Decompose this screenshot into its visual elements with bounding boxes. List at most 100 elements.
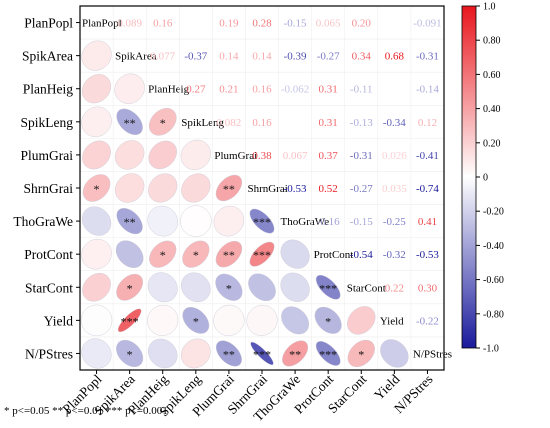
correlation-value: 0.37 <box>319 150 339 162</box>
y-axis-label: SpikLeng <box>21 115 74 130</box>
correlation-ellipse <box>314 306 342 334</box>
correlation-value: -0.53 <box>416 249 439 261</box>
correlation-value: 0.20 <box>352 18 372 30</box>
diagonal-label: ProtCont <box>314 249 354 261</box>
correlation-ellipse <box>215 240 243 268</box>
correlation-value: 0.077 <box>150 51 175 63</box>
correlation-value: 0.082 <box>217 117 242 129</box>
correlation-ellipse <box>180 139 211 171</box>
y-axis-label: ShrnGrai <box>24 181 74 196</box>
correlation-value: 0.067 <box>283 150 308 162</box>
significance-mark: * <box>358 347 364 361</box>
correlation-value: -0.27 <box>317 51 340 63</box>
correlation-value: 0.34 <box>352 51 372 63</box>
correlation-value: 0.14 <box>219 51 239 63</box>
correlation-value: 0.035 <box>382 183 407 195</box>
y-axis-label: PlanPopl <box>24 16 73 31</box>
colorbar-tick-label: 1.0 <box>483 2 496 13</box>
correlation-value: -0.41 <box>416 150 439 162</box>
correlation-ellipse <box>246 304 278 336</box>
correlation-value: 0.16 <box>252 117 272 129</box>
correlation-ellipse <box>248 273 276 302</box>
diagonal-label: PlanPopl <box>82 18 122 30</box>
correlation-ellipse <box>148 140 177 170</box>
correlation-value: -0.14 <box>416 84 439 96</box>
y-axis-label: ThoGraWe <box>13 214 73 229</box>
significance-mark: *** <box>121 314 139 328</box>
correlation-ellipse <box>181 173 211 203</box>
correlation-value: 0.12 <box>418 117 437 129</box>
diagonal-label: Yield <box>380 315 404 327</box>
colorbar-tick-label: 0.20 <box>483 138 501 149</box>
correlation-value: -0.062 <box>281 84 309 96</box>
correlation-ellipse <box>250 341 274 366</box>
significance-mark: ** <box>124 215 136 229</box>
correlation-ellipse <box>215 340 242 367</box>
correlation-ellipse <box>81 338 112 369</box>
correlation-ellipse <box>380 339 409 368</box>
correlation-value: -0.34 <box>383 117 406 129</box>
correlation-value: 0.21 <box>219 84 238 96</box>
correlation-value: 0.22 <box>385 282 404 294</box>
significance-mark: * <box>160 248 166 262</box>
correlation-ellipse <box>282 340 309 367</box>
correlation-ellipse <box>117 308 142 333</box>
correlation-ellipse <box>249 241 275 267</box>
correlation-ellipse <box>148 338 178 369</box>
correlation-value: 0.41 <box>418 216 437 228</box>
correlation-ellipse <box>81 74 112 104</box>
correlation-ellipse <box>215 174 243 202</box>
correlation-ellipse <box>81 106 112 138</box>
colorbar-tick-label: 0.40 <box>483 104 501 115</box>
correlation-value: 0.68 <box>385 51 405 63</box>
diagonal-label: PlumGrai <box>214 150 257 162</box>
colorbar-tick-label: 0 <box>483 173 488 184</box>
correlation-ellipse <box>82 140 111 170</box>
correlation-value: -0.15 <box>284 18 307 30</box>
correlation-value: 0.19 <box>219 18 239 30</box>
correlation-value: -0.32 <box>383 249 406 261</box>
correlation-ellipse <box>114 173 145 203</box>
correlation-ellipse <box>213 304 245 336</box>
correlation-value: -0.091 <box>413 18 441 30</box>
significance-mark: *** <box>319 281 337 295</box>
correlation-value: 0.026 <box>382 150 407 162</box>
correlation-value: 0.30 <box>418 282 438 294</box>
correlation-value: -0.37 <box>184 51 207 63</box>
y-axis-label: PlanHeig <box>23 82 73 97</box>
correlation-ellipse <box>149 240 177 268</box>
correlation-ellipse <box>81 206 112 236</box>
y-axis-label: Yield <box>44 313 73 328</box>
correlation-ellipse <box>114 73 145 104</box>
correlation-value: -0.16 <box>317 216 340 228</box>
correlation-ellipse <box>80 304 113 337</box>
correlation-value: -0.11 <box>350 84 373 96</box>
correlation-value: 0.16 <box>252 84 272 96</box>
y-axis-label: SpikArea <box>22 49 73 64</box>
correlation-value: 0.14 <box>252 51 272 63</box>
correlation-ellipse <box>148 173 178 203</box>
correlation-ellipse <box>147 272 178 303</box>
correlation-ellipse <box>182 306 210 334</box>
colorbar-tick-label: -0.20 <box>483 207 504 218</box>
significance-mark: *** <box>253 248 271 262</box>
colorbar: 1.0 0.80 0.60 0.40 0.20 0 -0.20 -0.40 -0.60 -0.80… <box>461 2 504 355</box>
correlation-value: -0.31 <box>350 150 373 162</box>
correlation-ellipse <box>116 108 143 136</box>
y-axis-labels: PlanPopl SpikArea PlanHeig SpikLeng PlumGrai… <box>13 16 80 361</box>
correlation-ellipse <box>347 306 376 335</box>
significance-mark: *** <box>253 347 271 361</box>
correlation-ellipse <box>148 108 177 136</box>
diagonal-label: StarCont <box>347 282 386 294</box>
colorbar-gradient <box>461 5 477 349</box>
correlation-ellipse <box>82 174 111 202</box>
correlation-ellipse <box>182 240 210 268</box>
correlation-value: -0.27 <box>350 183 373 195</box>
significance-mark: * <box>226 281 232 295</box>
correlation-ellipse <box>249 208 275 234</box>
correlation-value: 0.065 <box>316 18 341 30</box>
correlation-ellipse <box>116 208 143 235</box>
correlation-value: 0.38 <box>252 150 272 162</box>
